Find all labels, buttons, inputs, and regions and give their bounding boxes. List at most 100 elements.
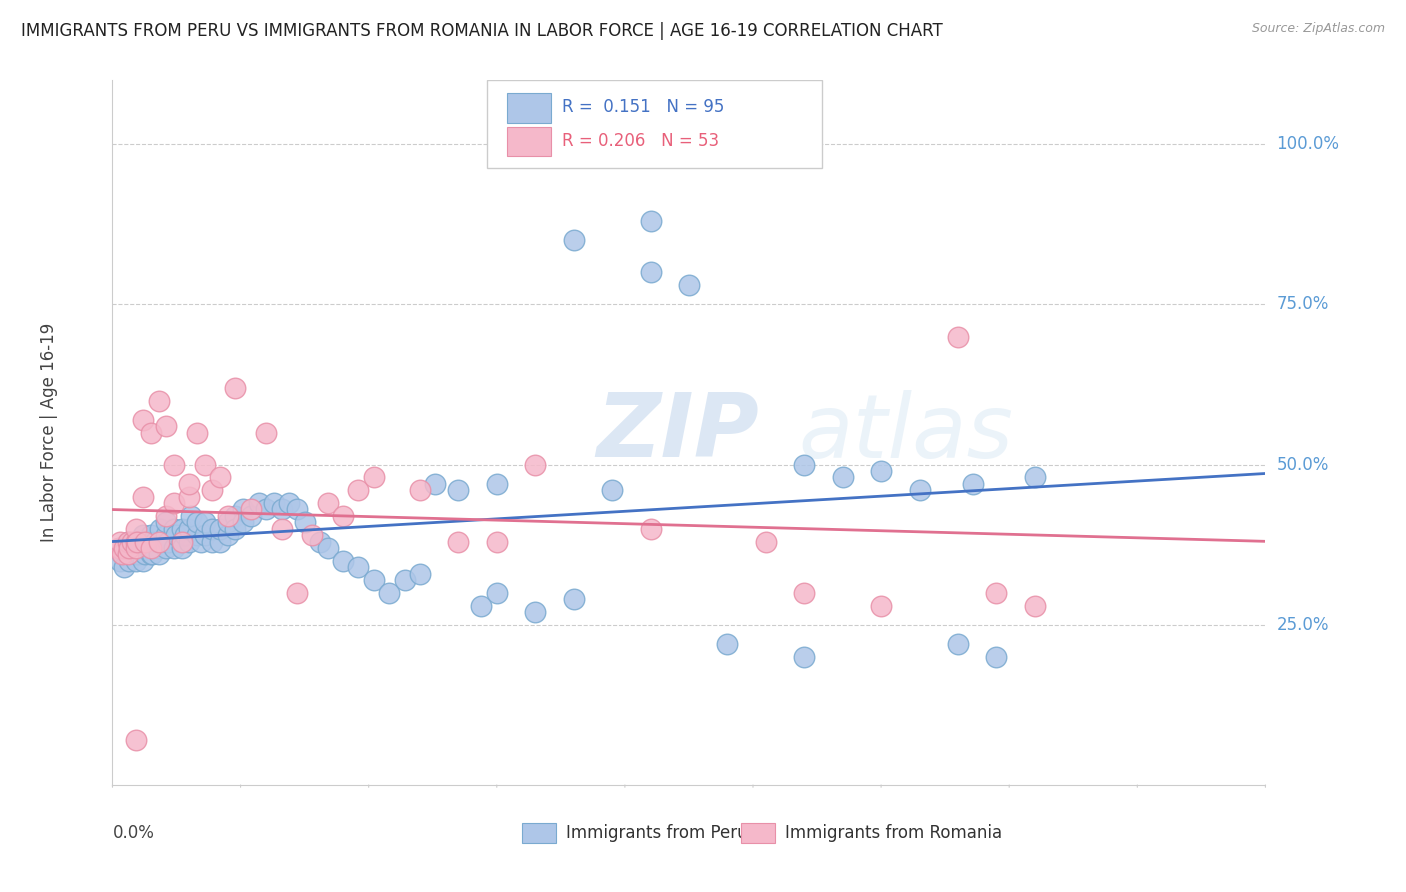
Point	[870, 599, 893, 613]
Point	[217, 516, 239, 530]
Point	[301, 528, 323, 542]
Point	[201, 483, 224, 498]
Point	[485, 476, 508, 491]
Point	[600, 483, 623, 498]
FancyBboxPatch shape	[741, 823, 776, 843]
Point	[294, 516, 316, 530]
Point	[115, 541, 138, 555]
Point	[908, 483, 931, 498]
Point	[217, 508, 239, 523]
Point	[148, 534, 170, 549]
Point	[209, 522, 232, 536]
Point	[247, 496, 270, 510]
Point	[363, 573, 385, 587]
Point	[186, 516, 208, 530]
Text: 50.0%: 50.0%	[1277, 456, 1329, 474]
Point	[962, 476, 984, 491]
Point	[179, 490, 201, 504]
Point	[124, 541, 146, 555]
Text: In Labor Force | Age 16-19: In Labor Force | Age 16-19	[39, 323, 58, 542]
Point	[108, 534, 131, 549]
Point	[524, 458, 547, 472]
Point	[640, 265, 662, 279]
Point	[378, 586, 401, 600]
Point	[148, 393, 170, 408]
Point	[986, 649, 1008, 664]
Point	[239, 502, 262, 516]
Point	[278, 496, 301, 510]
Point	[148, 534, 170, 549]
Point	[125, 541, 148, 555]
Point	[128, 547, 150, 561]
Point	[224, 508, 246, 523]
Point	[831, 470, 853, 484]
Point	[485, 586, 508, 600]
Point	[447, 483, 470, 498]
Point	[163, 458, 186, 472]
Point	[524, 605, 547, 619]
Point	[332, 554, 354, 568]
Point	[640, 522, 662, 536]
Point	[285, 586, 308, 600]
Point	[163, 522, 186, 536]
Text: ZIP: ZIP	[596, 389, 759, 476]
Point	[121, 541, 143, 555]
Point	[347, 483, 370, 498]
Point	[316, 541, 339, 555]
Point	[201, 522, 224, 536]
Point	[793, 458, 815, 472]
Point	[270, 522, 292, 536]
Point	[139, 547, 162, 561]
Point	[163, 496, 186, 510]
Point	[155, 508, 177, 523]
Point	[111, 547, 134, 561]
Text: Immigrants from Peru: Immigrants from Peru	[565, 824, 747, 842]
Point	[149, 522, 172, 536]
Point	[121, 534, 143, 549]
Point	[155, 541, 177, 555]
Point	[132, 554, 155, 568]
Point	[148, 547, 170, 561]
Point	[163, 541, 186, 555]
Point	[170, 522, 193, 536]
Point	[112, 560, 135, 574]
Point	[134, 534, 156, 549]
Point	[332, 508, 354, 523]
Point	[117, 534, 139, 549]
Point	[107, 541, 129, 555]
FancyBboxPatch shape	[506, 127, 551, 156]
Point	[141, 547, 163, 561]
Point	[347, 560, 370, 574]
Text: 100.0%: 100.0%	[1277, 136, 1340, 153]
Point	[270, 502, 292, 516]
Point	[194, 458, 217, 472]
Point	[232, 516, 254, 530]
Point	[186, 528, 208, 542]
Point	[209, 534, 232, 549]
Point	[155, 528, 177, 542]
Point	[117, 547, 139, 561]
Point	[470, 599, 492, 613]
Point	[190, 534, 212, 549]
Point	[124, 547, 146, 561]
Point	[285, 502, 308, 516]
Point	[118, 554, 141, 568]
Point	[946, 637, 969, 651]
Point	[139, 541, 162, 555]
Point	[165, 528, 187, 542]
Text: atlas: atlas	[799, 390, 1014, 475]
Point	[239, 508, 262, 523]
Point	[111, 547, 134, 561]
Text: 0.0%: 0.0%	[112, 823, 155, 842]
Point	[793, 649, 815, 664]
Point	[132, 528, 155, 542]
Text: 25.0%: 25.0%	[1277, 615, 1329, 634]
Point	[143, 534, 166, 549]
Point	[224, 522, 246, 536]
Point	[425, 476, 447, 491]
Text: IMMIGRANTS FROM PERU VS IMMIGRANTS FROM ROMANIA IN LABOR FORCE | AGE 16-19 CORRE: IMMIGRANTS FROM PERU VS IMMIGRANTS FROM …	[21, 22, 943, 40]
Point	[124, 534, 146, 549]
Point	[124, 733, 146, 747]
Point	[209, 470, 232, 484]
Point	[124, 522, 146, 536]
